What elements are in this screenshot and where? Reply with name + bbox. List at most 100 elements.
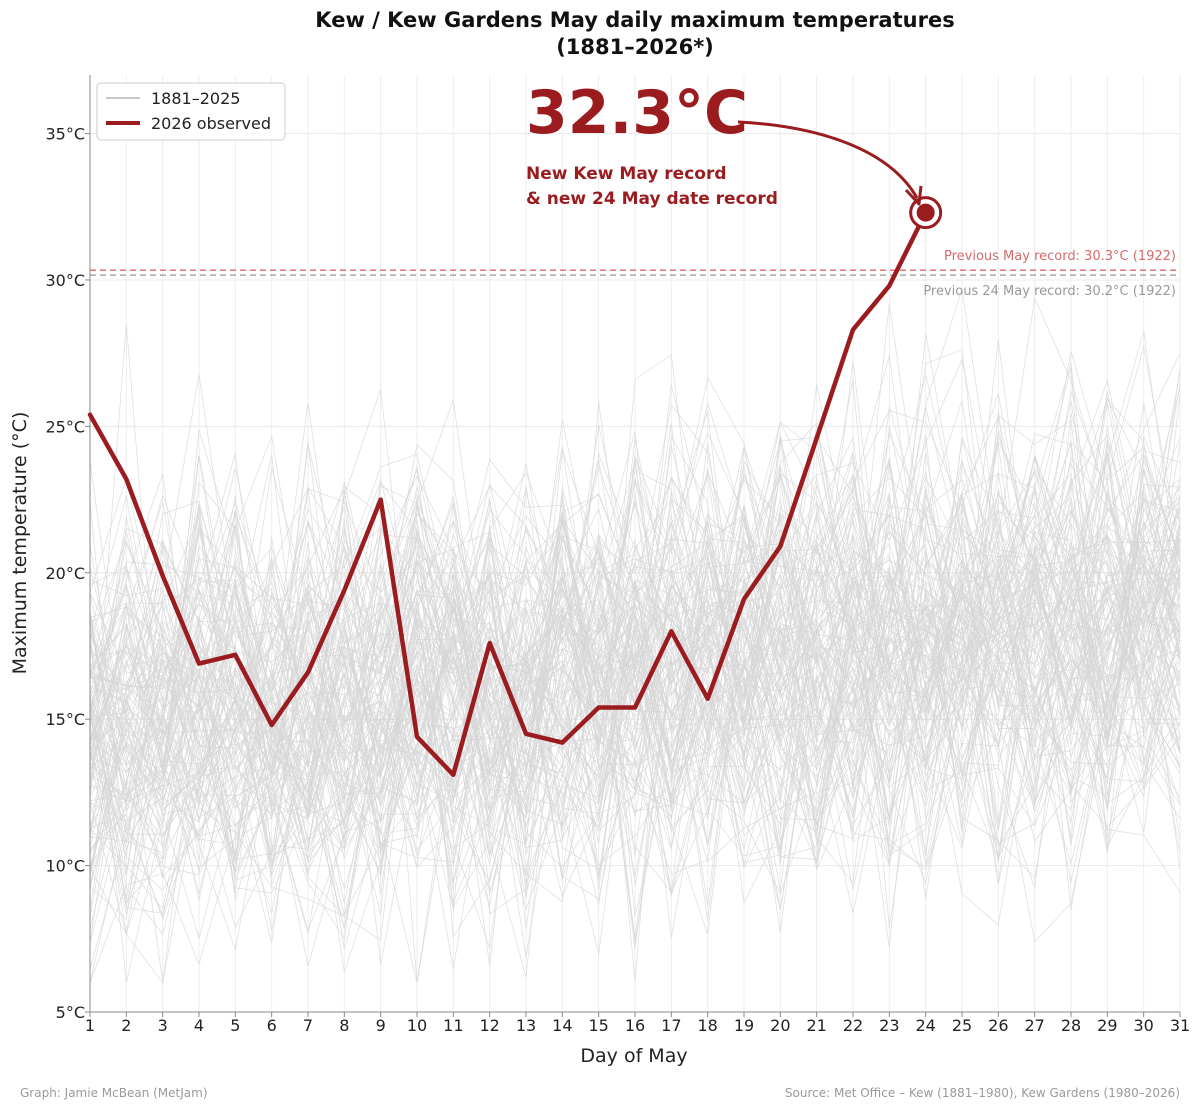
x-tick-label-10: 10 (407, 1016, 427, 1035)
historical-line (89, 491, 1181, 928)
historical-line (89, 452, 1181, 764)
historical-line (89, 387, 1181, 893)
historical-line (89, 323, 1181, 801)
chart-title-line1: Kew / Kew Gardens May daily maximum temp… (315, 8, 954, 32)
historical-line (89, 472, 1181, 898)
historical-line (89, 436, 1181, 787)
footer-source: Source: Met Office – Kew (1881–1980), Ke… (785, 1086, 1180, 1100)
x-tick-label-6: 6 (267, 1016, 277, 1035)
x-tick-label-21: 21 (806, 1016, 826, 1035)
historical-line (89, 494, 1181, 812)
y-axis-label: Maximum temperature (°C) (9, 412, 31, 675)
record-annotation: 32.3°C New Kew May record & new 24 May d… (526, 78, 923, 209)
y-tick-label-15: 15°C (45, 710, 85, 729)
historical-line (89, 460, 1181, 901)
x-tick-label-5: 5 (230, 1016, 240, 1035)
x-tick-label-16: 16 (625, 1016, 645, 1035)
x-tick-label-28: 28 (1061, 1016, 1081, 1035)
historical-line (89, 455, 1181, 933)
historical-line (89, 423, 1181, 754)
x-tick-label-14: 14 (552, 1016, 572, 1035)
record-note-line1: New Kew May record (526, 164, 727, 184)
previous-may-record-label: Previous May record: 30.3°C (1922) (944, 249, 1176, 264)
x-tick-label-26: 26 (988, 1016, 1008, 1035)
historical-line (89, 391, 1181, 892)
annotation-arrow (737, 120, 919, 199)
legend-box (96, 82, 286, 141)
x-tick-label-22: 22 (843, 1016, 863, 1035)
historical-line (89, 474, 1181, 857)
footer-credit: Graph: Jamie McBean (MetJam) (20, 1086, 208, 1100)
x-tick-label-31: 31 (1170, 1016, 1190, 1035)
x-tick-label-20: 20 (770, 1016, 790, 1035)
x-tick-label-2: 2 (121, 1016, 131, 1035)
historical-line (89, 390, 1181, 806)
historical-line (89, 489, 1181, 884)
historical-line (89, 469, 1181, 907)
x-tick-label-7: 7 (303, 1016, 313, 1035)
historical-line (89, 394, 1181, 877)
legend-label-historical: 1881–2025 (151, 89, 240, 108)
historical-line (89, 580, 1181, 940)
x-tick-label-3: 3 (158, 1016, 168, 1035)
series-2026-line (87, 210, 928, 778)
historical-line (89, 433, 1181, 848)
historical-line (89, 491, 1181, 881)
y-tick-label-30: 30°C (45, 271, 85, 290)
record-marker-dot (916, 203, 935, 222)
y-tick-label-10: 10°C (45, 857, 85, 876)
x-tick-label-8: 8 (339, 1016, 349, 1035)
record-value: 32.3°C (526, 78, 748, 148)
y-tick-label-25: 25°C (45, 417, 85, 436)
x-tick-label-27: 27 (1024, 1016, 1044, 1035)
historical-line (89, 604, 1181, 983)
historical-line (89, 491, 1181, 865)
historical-line (89, 459, 1181, 983)
legend: 1881–2025 2026 observed (96, 82, 286, 141)
historical-line (89, 367, 1181, 854)
legend-label-2026: 2026 observed (151, 114, 271, 133)
axes: 1 2 3 4 5 6 7 8 9 10 11 12 13 14 15 16 17 18 19 20 21 22 23 24 2… (45, 75, 1190, 1035)
x-tick-label-1: 1 (85, 1016, 95, 1035)
historical-line (89, 461, 1181, 899)
historical-line (89, 346, 1181, 778)
x-tick-label-12: 12 (479, 1016, 499, 1035)
x-tick-label-15: 15 (588, 1016, 608, 1035)
historical-line (89, 542, 1181, 894)
historical-line (89, 303, 1181, 791)
historical-line (89, 511, 1181, 819)
historical-line (89, 397, 1181, 765)
record-note-line2: & new 24 May date record (526, 189, 778, 209)
x-tick-label-4: 4 (194, 1016, 204, 1035)
previous-24-may-record-label: Previous 24 May record: 30.2°C (1922) (923, 284, 1176, 299)
x-tick-label-11: 11 (443, 1016, 463, 1035)
historical-line (89, 579, 1181, 875)
x-tick-label-23: 23 (879, 1016, 899, 1035)
historical-line (89, 552, 1181, 944)
x-tick-label-30: 30 (1133, 1016, 1153, 1035)
reference-lines (90, 269, 1180, 276)
historical-line (89, 431, 1181, 851)
historical-line (89, 374, 1181, 767)
historical-line (89, 599, 1181, 918)
historical-lines-1881-2025 (89, 288, 1181, 984)
y-tick-label-5: 5°C (56, 1003, 85, 1022)
x-tick-label-19: 19 (734, 1016, 754, 1035)
x-tick-label-13: 13 (516, 1016, 536, 1035)
historical-line (89, 330, 1181, 815)
annotation-arrowhead (904, 185, 923, 206)
historical-line (89, 461, 1181, 895)
historical-line (89, 477, 1181, 877)
x-tick-label-24: 24 (915, 1016, 935, 1035)
historical-line (89, 502, 1181, 900)
chart-title-line2: (1881–2026*) (556, 35, 714, 59)
x-tick-label-17: 17 (661, 1016, 681, 1035)
historical-line (89, 536, 1181, 873)
x-tick-label-9: 9 (376, 1016, 386, 1035)
x-tick-label-25: 25 (952, 1016, 972, 1035)
y-tick-label-35: 35°C (45, 125, 85, 144)
x-tick-label-29: 29 (1097, 1016, 1117, 1035)
historical-line (89, 469, 1181, 894)
historical-line (89, 479, 1181, 879)
